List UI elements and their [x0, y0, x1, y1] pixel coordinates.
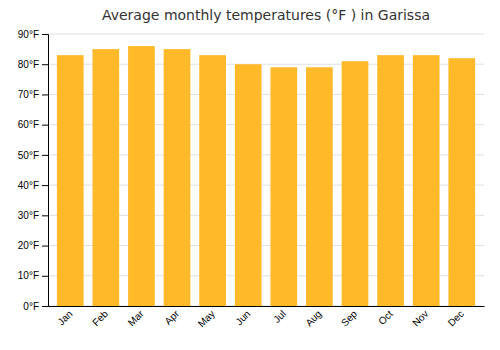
tick-mark — [42, 246, 48, 247]
tick-mark — [42, 34, 48, 35]
plot-area: 0°F 10°F 20°F 30°F 40°F 50°F 60°F 70°F 80°F 90°F J… — [18, 29, 485, 330]
tick-label: Feb — [90, 308, 110, 328]
tick-mark — [42, 64, 48, 65]
bar — [199, 55, 226, 306]
tick: Mar — [126, 308, 146, 328]
tick-mark — [42, 155, 48, 156]
tick-label: 50°F — [18, 150, 39, 161]
tick: Sep — [339, 308, 360, 329]
tick: 20°F — [18, 240, 48, 251]
bar — [128, 46, 155, 306]
tick: 40°F — [18, 180, 48, 191]
bar — [270, 67, 297, 306]
tick: Jan — [55, 308, 74, 327]
tick-label: 60°F — [18, 119, 39, 130]
tick-label: May — [196, 308, 217, 329]
tick-label: 70°F — [18, 89, 39, 100]
tick-label: Jun — [233, 308, 252, 327]
tick: Aug — [303, 308, 323, 328]
tick: Nov — [410, 308, 430, 328]
tick-label: 20°F — [18, 240, 39, 251]
bar — [413, 55, 440, 306]
tick: 0°F — [23, 301, 48, 312]
tick-label: 0°F — [23, 301, 39, 312]
tick-mark — [42, 215, 48, 216]
tick: 60°F — [18, 119, 48, 130]
tick: Dec — [446, 308, 466, 328]
tick: 70°F — [18, 89, 48, 100]
bar — [377, 55, 404, 306]
tick-mark — [42, 185, 48, 186]
tick-label: Jan — [55, 308, 74, 327]
bar — [57, 55, 84, 306]
tick-label: Jul — [271, 308, 288, 325]
tick: 80°F — [18, 59, 48, 70]
bar — [306, 67, 333, 306]
bar — [342, 61, 369, 306]
tick-mark — [42, 276, 48, 277]
tick-mark — [42, 306, 48, 307]
tick: 50°F — [18, 150, 48, 161]
tick-label: Dec — [446, 308, 466, 328]
tick-label: Nov — [410, 308, 430, 328]
tick: 90°F — [18, 29, 48, 40]
bars — [57, 46, 475, 306]
tick: 30°F — [18, 210, 48, 221]
tick-label: 30°F — [18, 210, 39, 221]
tick-label: Oct — [376, 308, 395, 327]
y-axis: 0°F 10°F 20°F 30°F 40°F 50°F 60°F 70°F 80°F 90°F — [18, 29, 49, 312]
grid — [48, 34, 484, 306]
bar — [164, 49, 191, 306]
tick-label: Sep — [339, 308, 360, 329]
title: Average monthly temperatures (°F ) in Ga… — [102, 7, 430, 23]
tick: Jun — [233, 308, 252, 327]
axis-line — [49, 306, 485, 307]
bar — [235, 64, 262, 306]
chart-svg: 0°F 10°F 20°F 30°F 40°F 50°F 60°F 70°F 80°F 90°F J… — [0, 0, 500, 350]
axis-line — [42, 35, 49, 307]
grid-line — [48, 34, 484, 35]
bar — [92, 49, 119, 306]
tick-label: Mar — [126, 308, 146, 328]
tick: Apr — [162, 308, 181, 327]
tick-label: 90°F — [18, 29, 39, 40]
tick: Jul — [271, 308, 288, 325]
x-axis: Jan Feb Mar Apr May Jun Jul Aug Sep Oct Nov Dec — [49, 307, 485, 330]
tick-label: Aug — [303, 308, 323, 328]
bar — [448, 58, 475, 306]
tick-label: 10°F — [18, 270, 39, 281]
tick-mark — [42, 94, 48, 95]
chart-container: 0°F 10°F 20°F 30°F 40°F 50°F 60°F 70°F 80°F 90°F J… — [0, 0, 500, 350]
tick: 10°F — [18, 270, 48, 281]
tick: Feb — [90, 308, 110, 328]
tick-label: 40°F — [18, 180, 39, 191]
tick-mark — [42, 125, 48, 126]
tick: May — [196, 308, 217, 329]
tick: Oct — [376, 308, 395, 327]
tick-label: 80°F — [18, 59, 39, 70]
tick-label: Apr — [162, 308, 181, 327]
